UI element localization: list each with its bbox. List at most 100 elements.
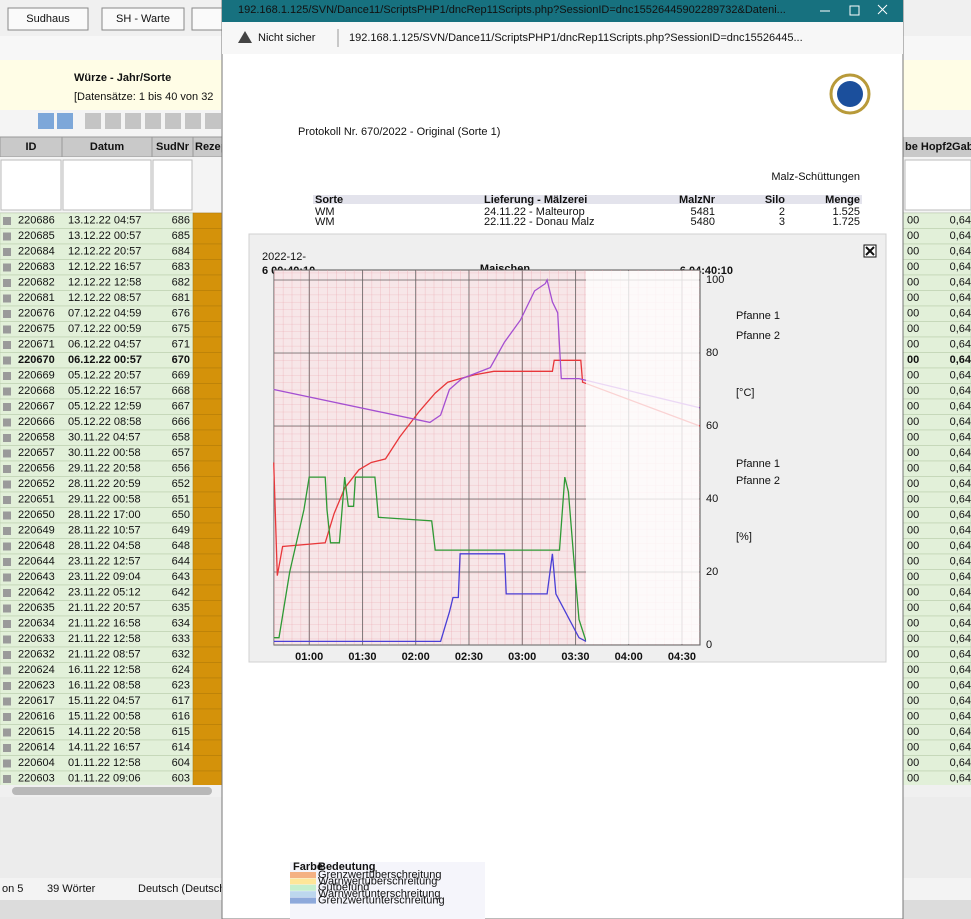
cell-id: 220668: [18, 385, 55, 397]
malt-header-cell: Lieferung - Mälzerei: [484, 194, 587, 206]
cell-id: 220624: [18, 664, 55, 676]
cell-value: 0,64: [950, 215, 971, 227]
nav-button[interactable]: [101, 7, 185, 31]
tool-icon[interactable]: [105, 113, 121, 129]
window-controls[interactable]: [820, 4, 888, 16]
cell-sudnr: 644: [172, 556, 190, 568]
tool-icon[interactable]: [38, 113, 54, 129]
cell-sudnr: 652: [172, 478, 190, 490]
y-tick-label: 100: [706, 274, 724, 286]
cell-value: 0,64: [950, 726, 971, 738]
cell-value: 00: [907, 525, 919, 537]
cell-id: 220676: [18, 308, 55, 320]
cell-value: 00: [907, 478, 919, 490]
close-icon: [865, 246, 875, 256]
y-tick-label: 20: [706, 566, 718, 578]
malt-cell: 1.725: [832, 216, 860, 228]
row-icon: [3, 573, 11, 582]
legend-swatch: [290, 884, 316, 891]
malt-header-cell: MalzNr: [679, 194, 716, 206]
malt-header: [313, 195, 862, 204]
row-icon: [3, 775, 11, 783]
filter-input[interactable]: [62, 159, 152, 211]
legend-text: Grenzwertüberschreitung: [318, 869, 442, 881]
cell-sudnr: 685: [172, 230, 190, 242]
cell-date: 12.12.22 20:57: [68, 246, 141, 258]
cell-value: 0,64: [950, 370, 971, 382]
cell-value: 00: [907, 308, 919, 320]
cell-date: 28.11.22 17:00: [68, 509, 141, 521]
row-icon: [3, 372, 11, 380]
cell-value: 0,64: [950, 525, 971, 537]
legend-swatch: [290, 897, 316, 904]
tool-icon[interactable]: [57, 113, 73, 129]
nav-button[interactable]: [7, 7, 89, 31]
cell-sudnr: 603: [172, 773, 190, 785]
cell-value: 0,64: [950, 571, 971, 583]
cell-date: 15.11.22 04:57: [68, 695, 141, 707]
column-header: ID: [26, 141, 37, 153]
cell-value: 00: [907, 664, 919, 676]
row-icon: [3, 294, 11, 303]
filter-input[interactable]: [152, 159, 193, 211]
cell-sudnr: 643: [172, 571, 190, 583]
cell-value: 0,64: [950, 385, 971, 397]
cell-sudnr: 635: [172, 602, 190, 614]
row-icon: [3, 434, 11, 442]
cell-id: 220650: [18, 509, 55, 521]
app-subtitle: [Datensätze: 1 bis 40 von 32: [74, 91, 213, 103]
cell-date: 23.11.22 05:12: [68, 587, 141, 599]
tool-icon[interactable]: [145, 113, 161, 129]
x-tick-label: 01:30: [348, 651, 376, 663]
row-icon: [3, 728, 11, 737]
row-icon: [3, 527, 11, 535]
cell-value: 00: [907, 432, 919, 444]
tool-icon[interactable]: [85, 113, 101, 129]
cell-value: 00: [907, 695, 919, 707]
tool-icon[interactable]: [205, 113, 221, 129]
row-icon: [3, 418, 11, 427]
filter-input[interactable]: [904, 159, 971, 211]
unit-label: [°C]: [736, 387, 754, 399]
cell-date: 13.12.22 04:57: [68, 215, 141, 227]
cell-sudnr: 657: [172, 447, 190, 459]
cell-value: 00: [907, 571, 919, 583]
cell-value: 00: [907, 292, 919, 304]
logo: [837, 81, 863, 107]
row-icon: [3, 325, 11, 334]
cell-sudnr: 676: [172, 308, 190, 320]
chart-start-label: 2022-12-: [262, 251, 306, 263]
scrollbar-thumb[interactable]: [12, 787, 212, 795]
cell-id: 220684: [18, 246, 55, 258]
cell-sudnr: 684: [172, 246, 190, 258]
cell-value: 00: [907, 447, 919, 459]
tool-icon[interactable]: [185, 113, 201, 129]
cell-value: 0,64: [950, 695, 971, 707]
cell-sudnr: 633: [172, 633, 190, 645]
column-header: be Hopf2Gab: [905, 141, 971, 153]
cell-value: 00: [907, 401, 919, 413]
legend-swatch: [290, 878, 316, 885]
cell-sudnr: 634: [172, 618, 190, 630]
cell-value: 00: [907, 246, 919, 258]
malt-cell: 22.11.22 - Donau Malz: [484, 216, 594, 228]
filter-input[interactable]: [0, 159, 62, 211]
legend-text: Warnwertüberschreitung: [318, 875, 437, 887]
tool-icon[interactable]: [125, 113, 141, 129]
cell-id: 220649: [18, 525, 55, 537]
column-header: SudNr: [156, 141, 190, 153]
address-url: 192.168.1.125/SVN/Dance11/ScriptsPHP1/dn…: [349, 32, 803, 44]
cell-value: 0,64: [950, 649, 971, 661]
cell-value: 00: [907, 618, 919, 630]
row-icon: [3, 604, 11, 613]
tool-icon[interactable]: [165, 113, 181, 129]
cell-sudnr: 604: [172, 757, 190, 769]
cell-value: 0,64: [950, 323, 971, 335]
malt-cell: 2: [779, 206, 785, 218]
cell-id: 220635: [18, 602, 55, 614]
cell-date: 21.11.22 20:57: [68, 602, 141, 614]
cell-value: 0,64: [950, 416, 971, 428]
cell-value: 00: [907, 757, 919, 769]
cell-value: 00: [907, 587, 919, 599]
cell-date: 29.11.22 20:58: [68, 463, 141, 475]
